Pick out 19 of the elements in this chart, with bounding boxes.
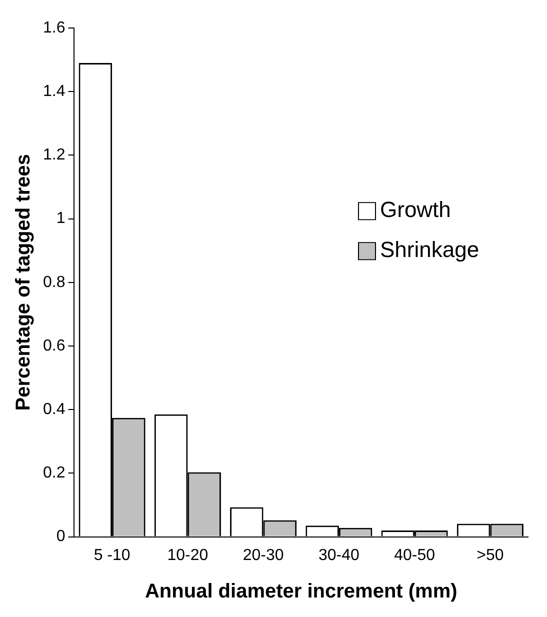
x-tick-label: 20-30 bbox=[242, 546, 284, 564]
x-tick-label: 30-40 bbox=[318, 546, 360, 564]
y-tick-label: 1 bbox=[56, 210, 66, 228]
y-tick-label: 1.6 bbox=[42, 19, 66, 36]
legend-label: Growth bbox=[380, 197, 451, 222]
x-tick-label: >50 bbox=[476, 546, 504, 564]
y-tick-label: 1.4 bbox=[42, 83, 66, 100]
y-tick-label: 0.8 bbox=[42, 274, 66, 291]
y-tick-label: 1.2 bbox=[42, 146, 66, 164]
x-tick-label: 10-20 bbox=[167, 546, 208, 564]
x-tick-label: 40-50 bbox=[394, 546, 436, 564]
y-tick-label: 0.2 bbox=[42, 464, 66, 482]
legend-label: Shrinkage bbox=[380, 237, 480, 262]
x-tick-label: 5 -10 bbox=[94, 546, 130, 564]
y-tick-label: 0.4 bbox=[42, 401, 66, 418]
y-tick-label: 0 bbox=[56, 528, 66, 546]
x-axis-title: Annual diameter increment (mm) bbox=[144, 580, 458, 603]
y-tick-label: 0.6 bbox=[42, 337, 66, 354]
y-axis-title: Percentage of tagged trees bbox=[12, 154, 35, 411]
